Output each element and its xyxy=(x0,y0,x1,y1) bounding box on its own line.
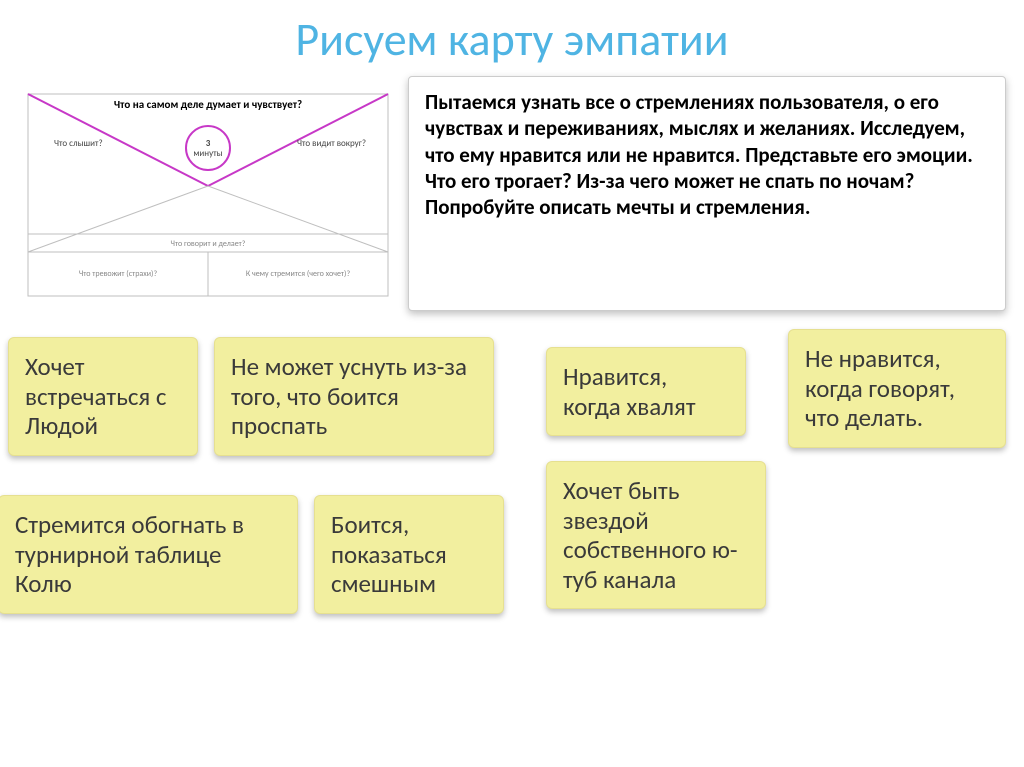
sticky-note: Хочет встречаться с Людой xyxy=(8,337,198,456)
diag-label-right: Что видит вокруг? xyxy=(297,138,366,149)
empathy-map-diagram: Что на самом деле думает и чувствует? Чт… xyxy=(18,76,398,311)
top-row: Что на самом деле думает и чувствует? Чт… xyxy=(0,76,1024,311)
sticky-note: Не может уснуть из-за того, что боится п… xyxy=(214,337,494,456)
sticky-notes-area: Хочет встречаться с ЛюдойНе может уснуть… xyxy=(0,329,1024,749)
diag-label-center-bottom: минуты xyxy=(193,148,222,159)
diag-label-bottom-left: Что тревожит (страхи)? xyxy=(79,269,158,279)
sticky-note: Хочет быть звездой собственного ю-туб ка… xyxy=(546,461,766,609)
sticky-note: Стремится обогнать в турнирной таблице К… xyxy=(0,495,298,614)
sticky-note: Не нравится, когда говорят, что делать. xyxy=(788,329,1006,448)
description-box: Пытаемся узнать все о стремлениях пользо… xyxy=(408,76,1006,311)
diag-label-top: Что на самом деле думает и чувствует? xyxy=(114,98,302,111)
diagram-svg: Что на самом деле думает и чувствует? Чт… xyxy=(18,76,398,306)
diag-label-bottom-right: К чему стремится (чего хочет)? xyxy=(246,269,351,279)
diag-label-mid: Что говорит и делает? xyxy=(171,239,246,249)
diag-label-left: Что слышит? xyxy=(54,138,103,149)
sticky-note: Нравится, когда хвалят xyxy=(546,347,746,436)
sticky-note: Боится, показаться смешным xyxy=(314,495,504,614)
page-title: Рисуем карту эмпатии xyxy=(0,0,1024,76)
